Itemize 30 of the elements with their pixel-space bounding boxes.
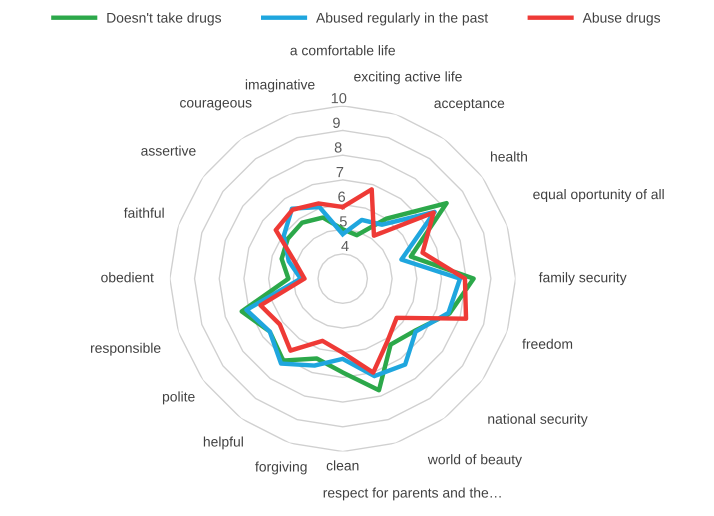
spoke-label: exciting active life bbox=[354, 71, 462, 84]
spoke-label: clean bbox=[326, 460, 358, 471]
spoke-label: world of beauty bbox=[428, 454, 522, 468]
y-tick-label: 8 bbox=[334, 142, 342, 153]
spoke-label: helpful bbox=[204, 436, 243, 450]
spoke-label: health bbox=[491, 151, 527, 162]
y-tick-label: 6 bbox=[338, 192, 346, 202]
spoke-label: obedient bbox=[101, 272, 154, 282]
spoke-label: respect for parents and the… bbox=[324, 487, 501, 500]
spoke-label: acceptance bbox=[434, 99, 504, 111]
spoke-label: assertive bbox=[141, 146, 196, 156]
spoke-label: imaginative bbox=[246, 79, 315, 92]
spoke-label: a comfortable life bbox=[290, 45, 395, 56]
legend-label: Abused regularly in the past bbox=[316, 12, 488, 26]
spoke-label: forgiving bbox=[255, 461, 307, 474]
y-tick-label: 9 bbox=[333, 118, 340, 128]
y-tick-label: 4 bbox=[341, 240, 349, 251]
spoke-label: polite bbox=[162, 391, 195, 404]
spoke-label: freedom bbox=[522, 338, 572, 349]
legend-label: Doesn't take drugs bbox=[107, 12, 222, 26]
spoke-label: family security bbox=[538, 272, 627, 286]
y-tick-label: 7 bbox=[336, 167, 344, 178]
legend-label: Abuse drugs bbox=[582, 12, 660, 26]
spoke-label: equal oportunity of all bbox=[533, 189, 664, 202]
y-tick-label: 5 bbox=[340, 216, 347, 226]
y-tick-label: 10 bbox=[332, 92, 346, 104]
spoke-label: courageous bbox=[180, 100, 252, 110]
spoke-label: faithful bbox=[124, 208, 164, 218]
spoke-label: national security bbox=[488, 414, 588, 427]
spoke-label: responsible bbox=[90, 342, 160, 356]
